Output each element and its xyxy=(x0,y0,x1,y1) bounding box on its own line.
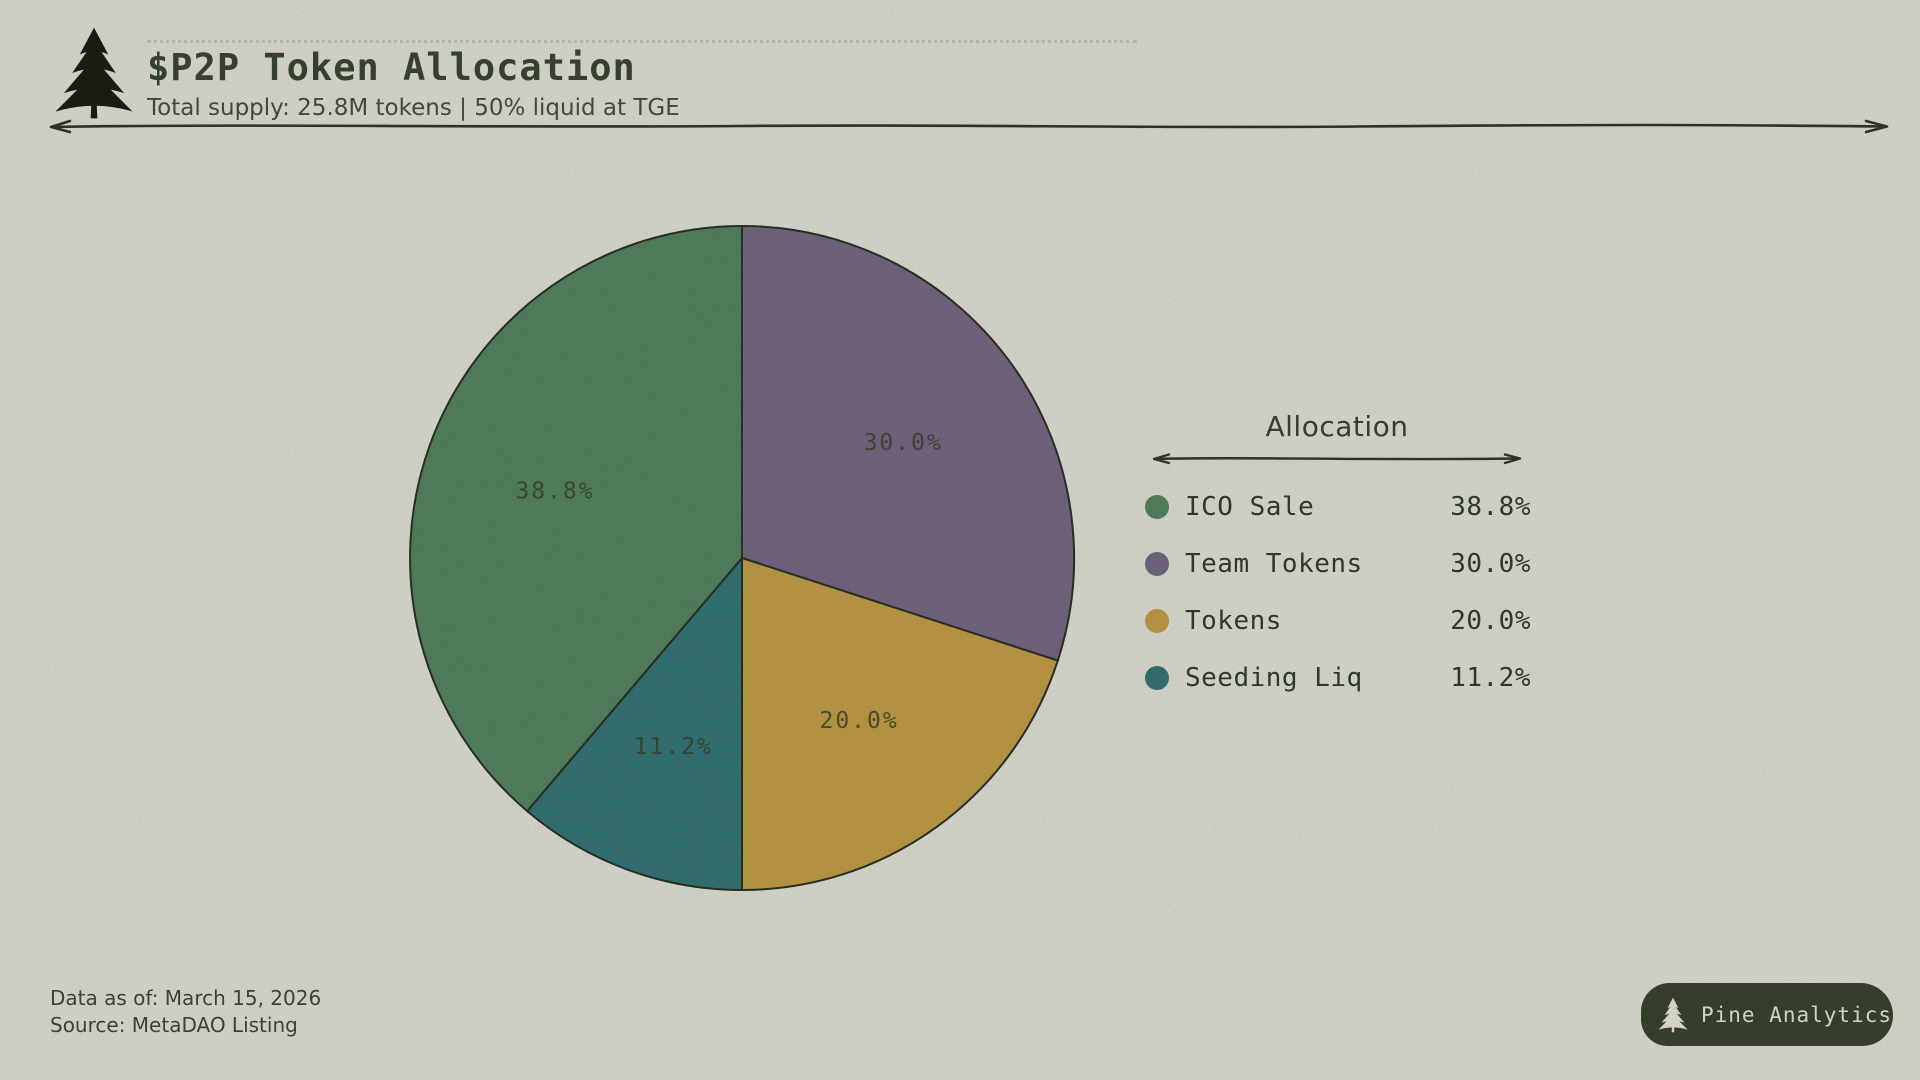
pine-analytics-badge: Pine Analytics xyxy=(1641,983,1893,1046)
legend-underline-arrow-line xyxy=(1152,453,1522,465)
legend-item-label: ICO Sale xyxy=(1185,491,1315,522)
legend-row-tokens: Tokens 20.0% xyxy=(1143,605,1531,636)
legend-color-dot xyxy=(1145,494,1169,519)
legend-item-value: 11.2% xyxy=(1450,662,1531,693)
legend-rows: ICO Sale 38.8% Team Tokens 30.0% Tokens … xyxy=(1143,491,1531,693)
legend-color-dot xyxy=(1145,551,1169,576)
pie-label-ico-sale: 38.8% xyxy=(515,478,594,504)
pine-tree-icon xyxy=(1658,997,1688,1032)
legend-item-label: Team Tokens xyxy=(1185,548,1363,579)
legend-item-value: 30.0% xyxy=(1450,548,1531,579)
legend-item-label: Seeding Liq xyxy=(1185,662,1363,693)
pie-label-tokens: 20.0% xyxy=(819,708,898,734)
legend-item-value: 20.0% xyxy=(1450,605,1531,636)
footer-data-as-of: Data as of: March 15, 2026 xyxy=(50,986,322,1010)
legend-item-label: Tokens xyxy=(1185,605,1282,636)
legend-color-dot xyxy=(1145,608,1169,633)
legend-row-ico-sale: ICO Sale 38.8% xyxy=(1143,491,1531,522)
pie-label-team-tokens: 30.0% xyxy=(864,430,943,456)
footer-notes: Data as of: March 15, 2026 Source: MetaD… xyxy=(50,985,321,1038)
badge-label: Pine Analytics xyxy=(1701,1002,1893,1027)
pie-label-seeding-liq: 11.2% xyxy=(634,734,713,760)
legend-row-seeding-liq: Seeding Liq 11.2% xyxy=(1143,662,1531,693)
legend: Allocation ICO Sale 38.8% Team Tokens 30… xyxy=(1143,410,1531,719)
legend-row-team-tokens: Team Tokens 30.0% xyxy=(1143,548,1531,579)
legend-color-dot xyxy=(1145,665,1169,690)
legend-item-value: 38.8% xyxy=(1450,491,1531,522)
legend-title: Allocation xyxy=(1265,410,1409,443)
footer-source: Source: MetaDAO Listing xyxy=(50,1012,298,1037)
